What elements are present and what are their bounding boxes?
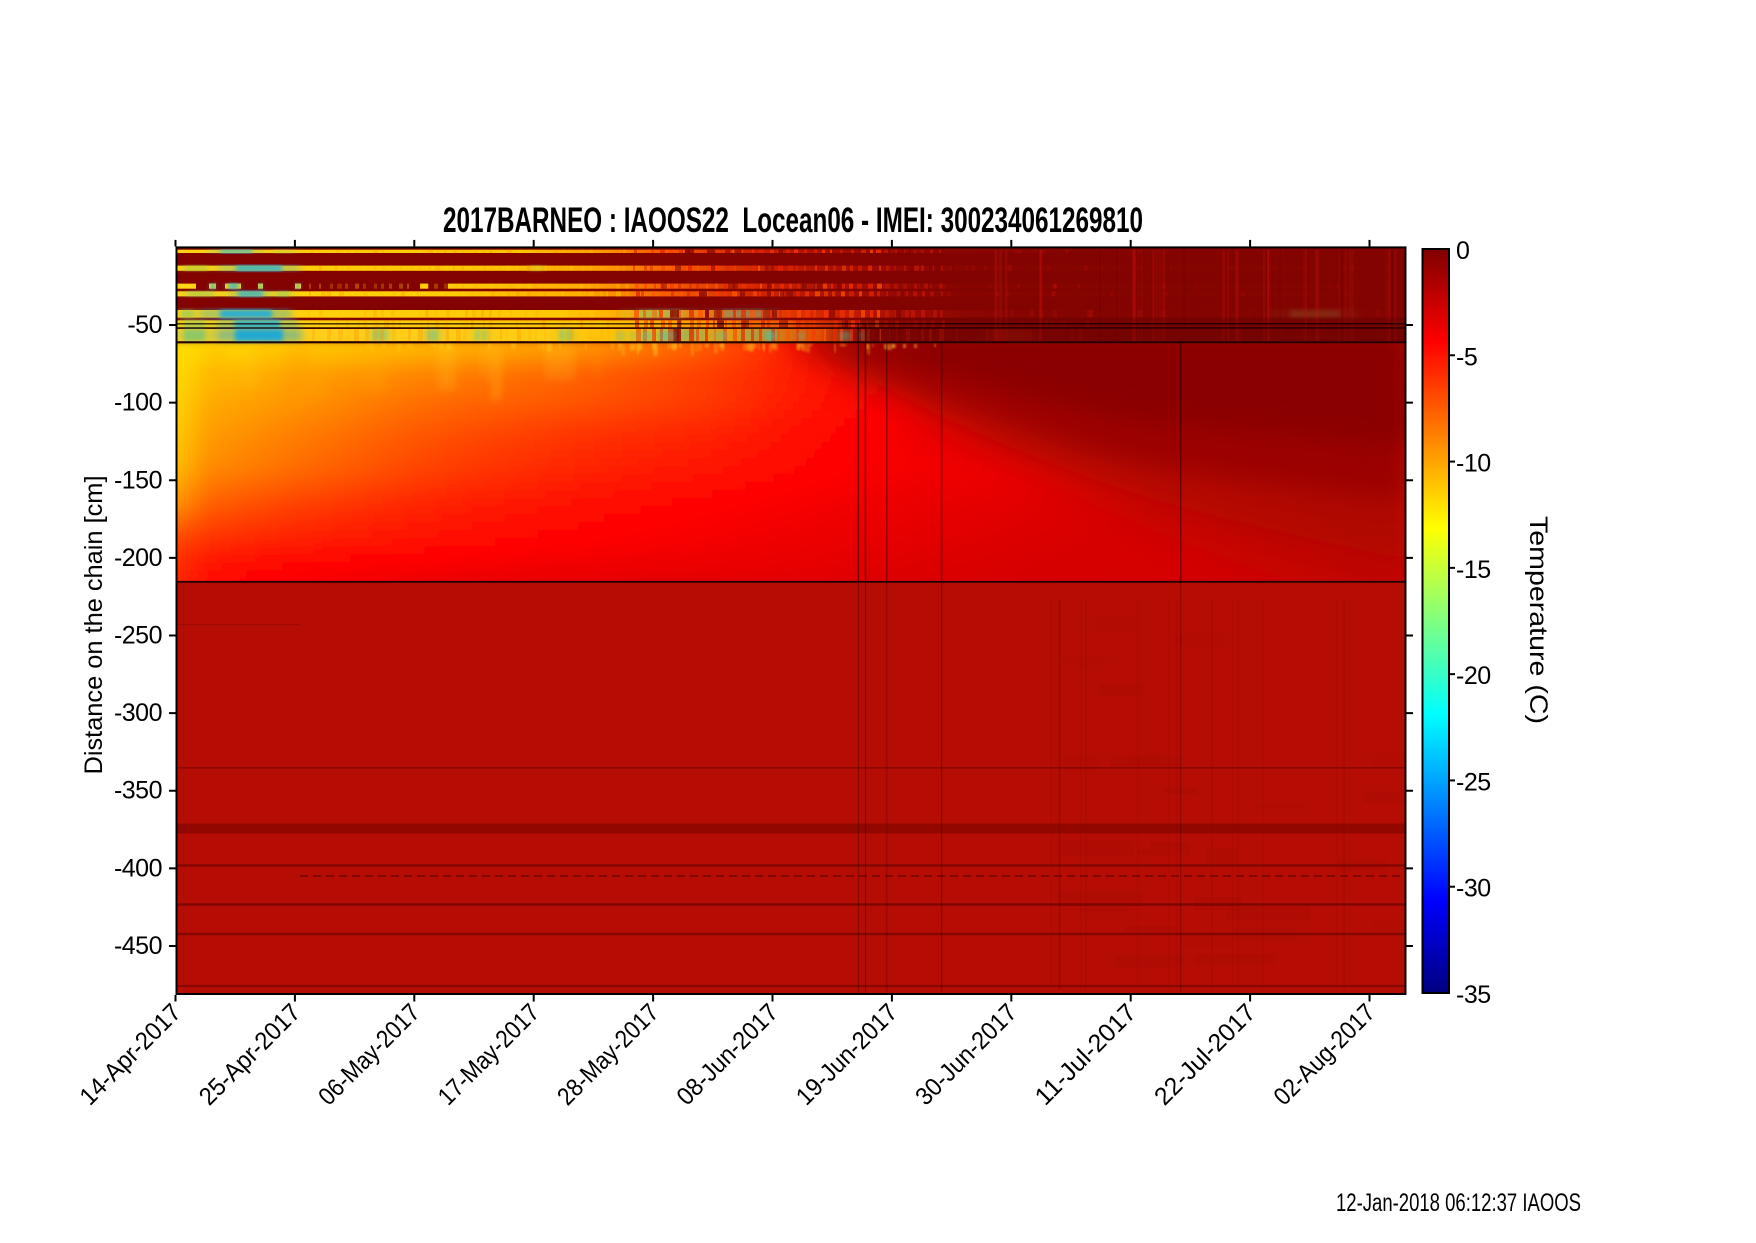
svg-text:2017BARNEO : IAOOS22 Locean06: 2017BARNEO : IAOOS22 Locean06 - IMEI: 30…: [443, 201, 1143, 240]
svg-text:-250: -250: [114, 622, 162, 650]
svg-text:-10: -10: [1456, 450, 1491, 478]
svg-text:-300: -300: [114, 699, 162, 727]
svg-text:-450: -450: [114, 932, 162, 960]
svg-text:-50: -50: [127, 311, 162, 339]
svg-text:-100: -100: [114, 389, 162, 417]
svg-text:-400: -400: [114, 854, 162, 882]
svg-text:-15: -15: [1456, 556, 1491, 584]
svg-text:-35: -35: [1456, 981, 1491, 1009]
svg-text:Distance on the chain [cm]: Distance on the chain [cm]: [80, 476, 108, 775]
svg-text:Temperature (C): Temperature (C): [1524, 516, 1552, 724]
svg-text:0: 0: [1456, 237, 1469, 265]
svg-text:12-Jan-2018 06:12:37 IAOOS: 12-Jan-2018 06:12:37 IAOOS: [1336, 1189, 1581, 1217]
svg-text:-20: -20: [1456, 662, 1491, 690]
svg-text:-150: -150: [114, 466, 162, 494]
svg-text:-25: -25: [1456, 768, 1491, 796]
svg-text:-30: -30: [1456, 875, 1491, 903]
svg-text:-350: -350: [114, 777, 162, 805]
svg-text:-5: -5: [1456, 343, 1477, 371]
svg-text:-200: -200: [114, 544, 162, 572]
